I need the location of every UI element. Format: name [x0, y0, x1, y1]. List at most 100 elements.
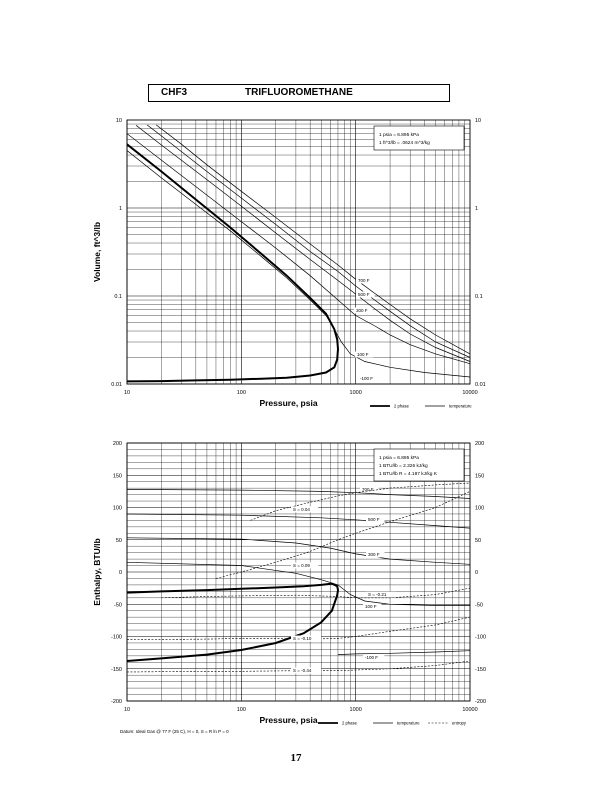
series-label-bg	[360, 486, 379, 493]
legend-label: 2 phase	[394, 404, 410, 409]
legend-label: temperature	[397, 721, 420, 726]
series-label-bg	[366, 551, 385, 558]
series-label: -100 F	[360, 376, 373, 381]
y-tick-label-right: -100	[475, 635, 486, 641]
y-tick-label-left: 1	[119, 206, 122, 212]
x-tick-label: 10000	[462, 390, 477, 396]
x-tick-label: 10000	[462, 707, 477, 713]
legend-label: 2 phase	[342, 721, 358, 726]
series-label: 700 F	[358, 278, 370, 283]
chart-title-box: CHF3 TRIFLUOROMETHANE	[148, 84, 450, 102]
series-line-1	[126, 143, 340, 383]
y-tick-label-left: -200	[111, 699, 122, 705]
unit-note-line: 1 BTU/lb = 2.326 kJ/kg	[379, 463, 428, 469]
series-label-bg	[356, 277, 375, 284]
y-tick-label-left: 100	[113, 506, 122, 512]
chemical-name: TRIFLUOROMETHANE	[245, 87, 353, 98]
series-label-bg	[355, 351, 374, 358]
plot-frame	[126, 119, 471, 385]
series-line-11	[126, 660, 471, 673]
grid	[126, 442, 470, 702]
chart-1: 10 100 1000 10000 0.01 0.01 0.1 0.1 1 1 10 10 Pressu…	[92, 118, 486, 409]
unit-note-line: 1 psia = 6.895 kPa	[379, 132, 419, 138]
series-line-6	[337, 650, 471, 655]
unit-note-line: 1 psia = 6.895 kPa	[379, 455, 419, 461]
plot-frame	[126, 442, 471, 702]
series-label-bg	[291, 562, 319, 569]
page-number: 17	[290, 752, 302, 764]
series-label: S = 0.09	[293, 563, 310, 568]
series-line-3	[126, 513, 471, 529]
y-tick-label-left: 10	[116, 118, 122, 124]
y-axis-label: Enthalpy, BTU/lb	[92, 538, 102, 605]
series-label: 300 F	[356, 308, 368, 313]
series-label-bg	[291, 667, 322, 674]
y-tick-label-right: 100	[475, 506, 484, 512]
series-label-bg	[356, 291, 375, 298]
unit-note-box: 1 psia = 6.895 kPa 1 BTU/lb = 2.326 kJ/kg…	[373, 448, 465, 482]
series-label-bg	[366, 591, 397, 598]
unit-note-frame	[373, 448, 465, 482]
y-tick-label-right: -50	[475, 602, 483, 608]
y-tick-label-right: -200	[475, 699, 486, 705]
series-line-9	[161, 587, 471, 599]
y-tick-label-right: 200	[475, 441, 484, 447]
series-label: 100 F	[365, 604, 377, 609]
series-line-3	[126, 133, 471, 365]
x-tick-label: 100	[237, 390, 246, 396]
series-line-7	[250, 482, 471, 521]
series-label-bg	[358, 375, 380, 382]
x-tick-label: 10	[124, 707, 130, 713]
y-tick-label-left: 0	[119, 570, 122, 576]
legend: 2 phase temperature	[370, 404, 472, 409]
y-tick-label-right: 0.1	[475, 294, 483, 300]
chart-2: 10 100 1000 10000-200 -200-150 -150-100 -100-5…	[92, 441, 486, 726]
series-label: 500 F	[368, 517, 380, 522]
series-label-bg	[291, 506, 319, 513]
series-line-2	[126, 150, 471, 378]
series-label: 700 F	[362, 487, 374, 492]
series-line-1	[126, 582, 340, 662]
series-label: S = -0.21	[368, 592, 387, 597]
y-tick-label-left: 50	[116, 538, 122, 544]
x-tick-label: 10	[124, 390, 130, 396]
unit-note-line: 1 ft^3/lb = .0624 m^3/kg	[379, 140, 430, 146]
series-label-bg	[363, 654, 385, 661]
y-tick-label-left: 200	[113, 441, 122, 447]
y-tick-label-left: 0.1	[114, 294, 122, 300]
series-line-6	[155, 124, 471, 355]
series-line-4	[126, 537, 471, 565]
series-label-bg	[291, 635, 322, 642]
series-label-bg	[366, 516, 385, 523]
series-line-2	[126, 489, 471, 499]
grid	[126, 120, 470, 385]
datum-note: Datum: Ideal Gas @ 77 F (25 C), H = 0, S…	[120, 729, 229, 734]
legend: 2 phase temperature entropy	[318, 721, 467, 726]
legend-label: entropy	[452, 721, 467, 726]
y-tick-label-right: 0.01	[475, 382, 486, 388]
series-label-bg	[363, 603, 382, 610]
x-axis-label: Pressure, psia	[259, 715, 317, 725]
y-tick-label-left: -50	[114, 602, 122, 608]
series-line-5	[126, 561, 470, 606]
series-label: 100 F	[357, 352, 369, 357]
unit-note-frame	[373, 125, 465, 151]
x-tick-label: 100	[237, 707, 246, 713]
unit-note-box: 1 psia = 6.895 kPa 1 ft^3/lb = .0624 m^3/…	[373, 125, 465, 151]
series-label: 300 F	[368, 552, 380, 557]
y-tick-label-right: 0	[475, 570, 478, 576]
y-tick-label-left: 150	[113, 473, 122, 479]
legend-label: temperature	[449, 404, 472, 409]
y-axis-label: Volume, ft^3/lb	[92, 222, 102, 282]
series-line-8	[215, 491, 471, 579]
y-tick-label-right: 50	[475, 538, 481, 544]
series-label-bg	[354, 307, 373, 314]
series-label: -100 F	[365, 655, 378, 660]
series-label: S = 0.04	[293, 507, 310, 512]
y-tick-label-right: 1	[475, 206, 478, 212]
series-label: 500 F	[358, 292, 370, 297]
y-tick-label-left: -150	[111, 667, 122, 673]
y-tick-label-right: 150	[475, 473, 484, 479]
unit-note-line: 1 BTU/lb R = 4.187 kJ/kg K	[379, 471, 438, 477]
